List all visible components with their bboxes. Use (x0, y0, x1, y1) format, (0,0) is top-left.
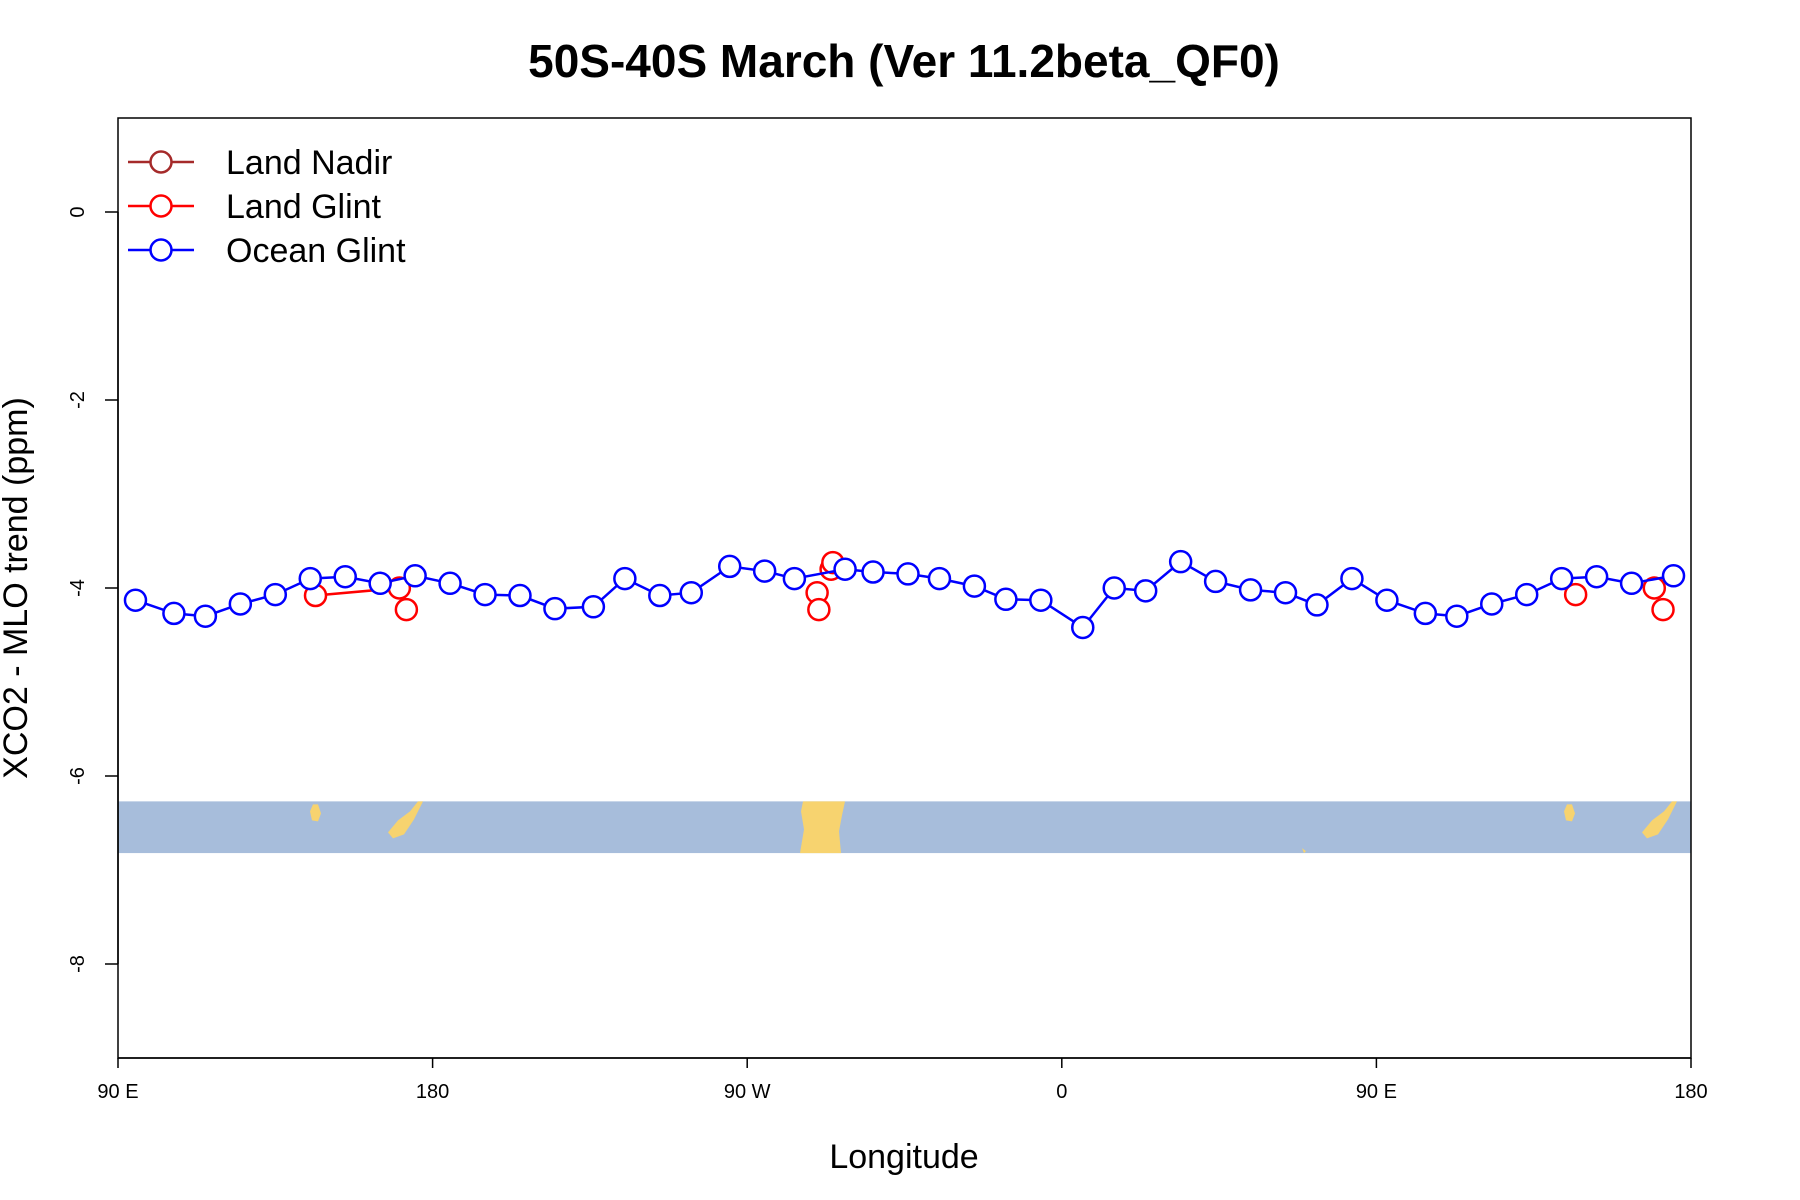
map-land-3 (1642, 801, 1677, 839)
map-ocean (118, 801, 1691, 854)
data-point (1514, 582, 1539, 607)
legend-marker (149, 150, 173, 174)
data-point (333, 564, 357, 589)
y-tick-label: -4 (67, 579, 89, 597)
data-point (1168, 549, 1193, 574)
x-tick-label: 0 (1056, 1081, 1067, 1103)
data-point (1375, 588, 1399, 612)
legend-marker (149, 238, 173, 262)
data-point (679, 580, 704, 605)
data-point (994, 587, 1018, 612)
data-point (1480, 592, 1504, 616)
data-point (1203, 569, 1228, 594)
y-tick-label: 0 (67, 206, 89, 217)
data-point (752, 559, 777, 583)
data-point (298, 566, 323, 591)
x-tick-label: 90 W (724, 1081, 771, 1103)
map-land-0 (800, 801, 845, 854)
y-tick-label: -2 (67, 391, 89, 409)
data-point (1071, 615, 1095, 640)
legend: Land Nadir Land Glint Ocean Glint (128, 144, 406, 270)
y-axis-title: XCO2 - MLO trend (ppm) (0, 397, 35, 779)
legend-item: Land Glint (128, 188, 382, 226)
series-land-glint (303, 550, 1675, 622)
data-point (896, 562, 920, 586)
data-point (1413, 601, 1438, 626)
data-point (1102, 576, 1126, 600)
data-point (1445, 604, 1469, 628)
data-point (807, 597, 831, 622)
data-point (1029, 588, 1053, 612)
data-point (1584, 564, 1609, 589)
data-point (394, 597, 419, 622)
data-point (1651, 597, 1675, 622)
data-point (1340, 566, 1364, 591)
x-tick-label: 90 E (1356, 1081, 1397, 1103)
legend-item: Ocean Glint (128, 232, 406, 270)
data-point (473, 582, 497, 607)
data-point (861, 560, 885, 584)
data-point (263, 582, 288, 607)
map-land-1 (388, 801, 423, 839)
map-band (118, 801, 1691, 854)
data-point (193, 604, 218, 628)
data-point (613, 566, 637, 591)
map-land-5 (1302, 848, 1306, 854)
data-point (1238, 578, 1263, 602)
data-point (1549, 566, 1574, 591)
data-point (927, 566, 952, 591)
data-point (403, 564, 427, 588)
data-point (228, 592, 253, 616)
data-point (368, 571, 392, 596)
data-point (581, 595, 606, 619)
data-point (1661, 564, 1686, 588)
x-tick-label: 180 (1674, 1081, 1707, 1103)
x-axis-title: Longitude (829, 1138, 978, 1176)
legend-label: Land Nadir (226, 144, 392, 182)
data-point (782, 566, 807, 591)
map-land-2 (310, 804, 321, 822)
y-tick-label: -8 (67, 955, 89, 973)
legend-item: Land Nadir (128, 144, 392, 182)
series-ocean-glint (123, 549, 1686, 640)
data-point (648, 583, 672, 608)
data-point (543, 596, 567, 621)
chart-title: 50S-40S March (Ver 11.2beta_QF0) (528, 35, 1280, 87)
x-tick-label: 90 E (97, 1081, 138, 1103)
legend-label: Ocean Glint (226, 232, 406, 270)
data-point (438, 571, 462, 596)
series-layer (123, 549, 1686, 640)
data-point (833, 557, 857, 581)
x-axis: 90 E 180 90 W 0 90 E 180 (97, 1057, 1708, 1103)
data-point (962, 574, 987, 598)
data-point (508, 583, 532, 608)
data-point (1563, 582, 1588, 607)
data-point (123, 588, 148, 612)
data-point (1133, 579, 1158, 603)
y-axis: 0 -2 -4 -6 -8 (67, 206, 119, 973)
data-point (162, 601, 186, 626)
data-point (1642, 576, 1667, 600)
data-point (1619, 571, 1644, 596)
data-point (717, 554, 742, 579)
data-point (1305, 593, 1329, 617)
y-tick-label: -6 (67, 767, 89, 785)
legend-label: Land Glint (226, 188, 382, 226)
data-point (1273, 580, 1298, 605)
legend-marker (149, 194, 173, 218)
map-land-4 (1564, 804, 1575, 822)
x-tick-label: 180 (416, 1081, 449, 1103)
